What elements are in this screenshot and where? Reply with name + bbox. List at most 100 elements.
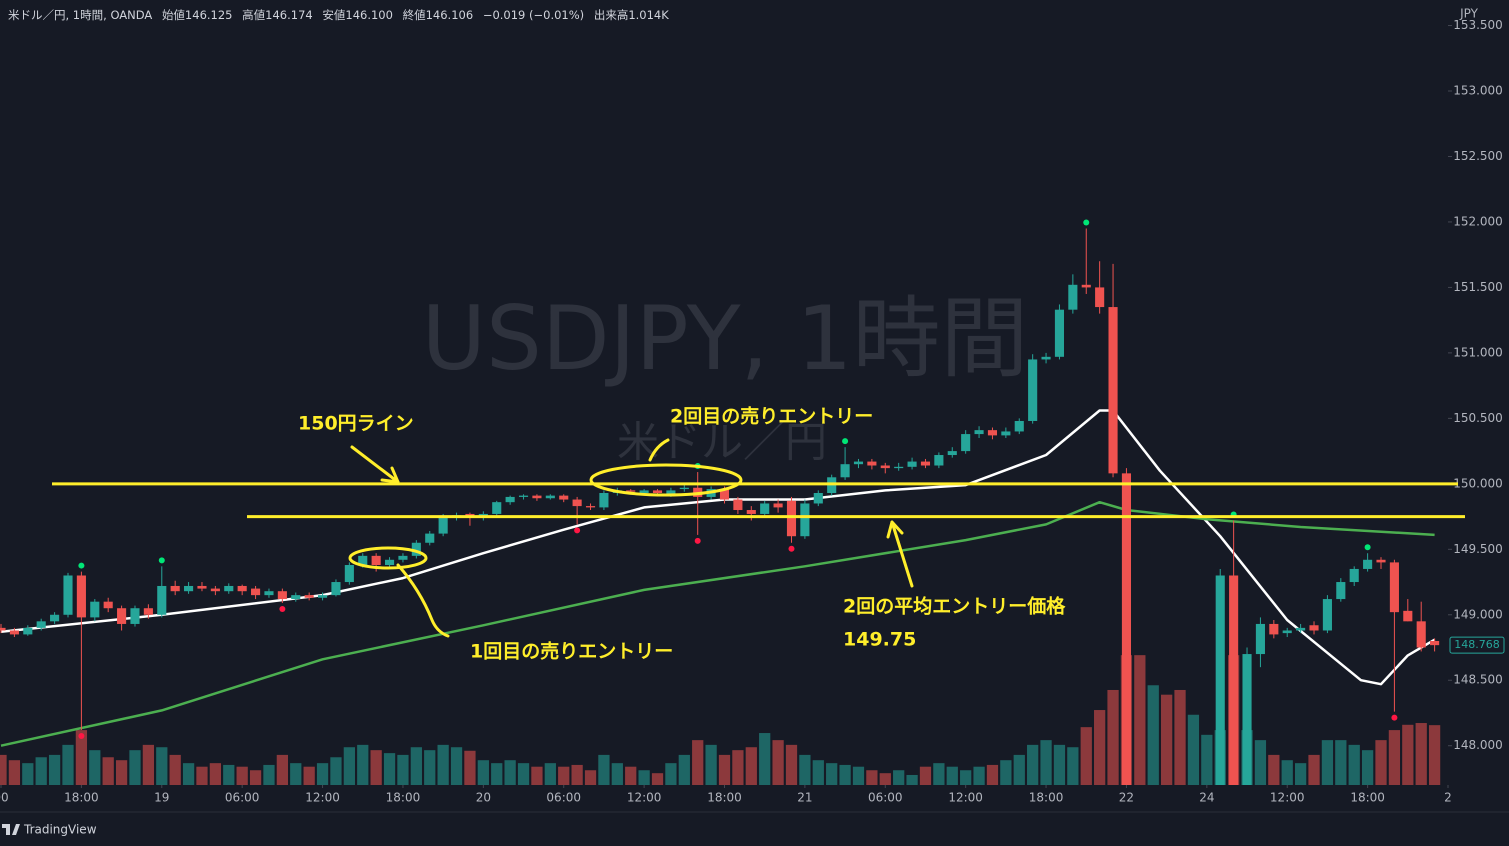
- volume-bar: [1388, 730, 1401, 785]
- candle-body: [840, 464, 850, 478]
- volume-bar: [75, 730, 88, 785]
- volume-bar: [1254, 740, 1267, 785]
- ellipse-second-entry: [589, 463, 743, 497]
- volume-bar: [182, 763, 195, 785]
- volume-bar: [410, 747, 422, 785]
- volume-bar: [946, 766, 958, 785]
- candle-body: [318, 595, 328, 598]
- volume-bar: [544, 763, 556, 785]
- candle-body: [1416, 621, 1426, 648]
- footer-logo: TradingView: [2, 823, 97, 837]
- candle-body: [1430, 640, 1440, 646]
- candle-body: [384, 559, 395, 566]
- candle-body: [398, 555, 408, 560]
- arrow-average: [886, 520, 914, 588]
- volume-bar: [1294, 763, 1307, 785]
- candle-body: [1309, 625, 1319, 631]
- candle-body: [344, 565, 354, 583]
- volume-bar: [1094, 710, 1106, 785]
- moving-average: [0, 500, 1435, 747]
- candle-body: [559, 495, 569, 500]
- candle-body: [961, 434, 971, 452]
- x-tick-label: 06:00: [225, 791, 260, 805]
- low-marker: [574, 527, 581, 534]
- candle-body: [184, 585, 194, 592]
- x-tick-label: 21: [797, 791, 812, 805]
- y-tick-label: 153.000: [1453, 84, 1503, 98]
- x-tick-label: 20: [476, 791, 491, 805]
- volume-bar: [62, 744, 74, 785]
- candle-body: [1068, 284, 1078, 310]
- volume-bar: [665, 763, 677, 785]
- x-tick-label: 19: [154, 791, 169, 805]
- volume-bar: [316, 763, 329, 785]
- volume-bar: [1053, 744, 1066, 785]
- x-tick-label: 12:00: [1270, 791, 1305, 805]
- candle-body: [746, 510, 756, 514]
- volume-bar: [517, 763, 530, 785]
- volume-bar: [370, 750, 382, 785]
- x-tick-label: 06:00: [546, 791, 581, 805]
- volume-bar: [450, 747, 463, 785]
- volume-bar: [906, 774, 918, 785]
- candle-body: [867, 461, 877, 466]
- high-marker: [842, 438, 849, 445]
- candle-body: [1322, 599, 1332, 631]
- volume-bar: [236, 766, 248, 785]
- candle-body: [170, 585, 180, 592]
- candle-body: [23, 627, 33, 635]
- candle-body: [1014, 420, 1024, 432]
- volume-bar: [35, 757, 47, 785]
- ellipse-first-entry: [348, 546, 428, 570]
- volume-bar: [437, 744, 449, 785]
- x-tick-label: 06:00: [868, 791, 903, 805]
- volume-bar: [973, 766, 985, 785]
- candle-body: [652, 490, 663, 493]
- candle-body: [786, 500, 797, 537]
- candle-body: [251, 588, 261, 596]
- volume-bar: [1375, 740, 1387, 785]
- candle-body: [90, 601, 100, 618]
- volume-bar: [1134, 655, 1146, 785]
- candle-body: [813, 492, 823, 504]
- x-tick-label: 22: [1119, 791, 1134, 805]
- volume-bar: [558, 766, 570, 785]
- candle-body: [1376, 559, 1386, 563]
- volume-bar: [491, 763, 503, 785]
- candle-body: [639, 490, 649, 493]
- y-tick-label: 148.000: [1453, 738, 1503, 752]
- low-marker: [279, 605, 286, 612]
- candle-body: [237, 585, 247, 592]
- volume-bar: [424, 750, 436, 785]
- volume-bar: [1147, 685, 1159, 785]
- header-field: 安値146.100: [322, 8, 393, 22]
- candle-body: [1054, 309, 1065, 357]
- volume-bar: [986, 764, 999, 785]
- candle-body: [1041, 356, 1051, 360]
- last-price-box: [1449, 636, 1505, 654]
- annotation: 1回目の売りエントリー: [470, 640, 673, 663]
- volume-bar: [826, 763, 838, 785]
- y-tick-label: 148.500: [1453, 673, 1503, 687]
- candle-body: [224, 585, 234, 592]
- volume-bar: [759, 733, 771, 785]
- candle-body: [505, 496, 515, 503]
- candle-body: [585, 506, 596, 508]
- candle-body: [358, 555, 368, 566]
- watermark-title: USDJPY, 1時間: [422, 287, 1029, 390]
- y-tick-label: 153.500: [1453, 18, 1503, 32]
- candle-body: [1363, 559, 1373, 569]
- header-field: 始値146.125: [162, 8, 233, 22]
- volume-bar: [1174, 689, 1186, 785]
- x-tick-label: 00: [0, 791, 9, 805]
- volume-bar: [1361, 750, 1374, 785]
- volume-bar: [625, 766, 637, 785]
- volume-bar: [785, 744, 798, 785]
- header: 米ドル／円, 1時間, OANDA 始値146.125 高値146.174 安値…: [8, 8, 669, 22]
- annotations: 150円ライン 2回目の売りエントリー 1回目の売りエントリー 2回の平均エント…: [298, 405, 1066, 663]
- volume-bar: [1107, 689, 1119, 785]
- volume-bar: [115, 760, 128, 785]
- candle-body: [36, 621, 46, 628]
- volume-bar: [839, 764, 851, 785]
